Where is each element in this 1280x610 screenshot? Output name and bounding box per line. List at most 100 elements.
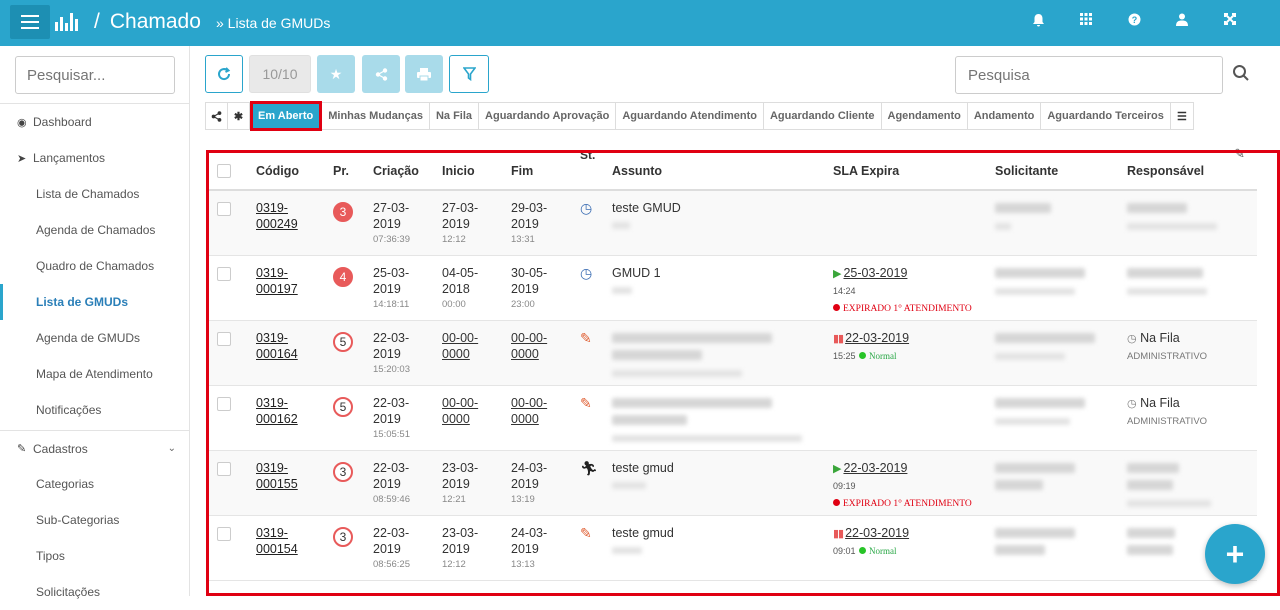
code-line-1[interactable]: 0319- xyxy=(256,460,288,475)
code-cell[interactable]: 0319- 000154 xyxy=(256,515,333,580)
apps-grid-icon[interactable] xyxy=(1062,13,1110,30)
column-header-assunto[interactable]: Assunto xyxy=(612,153,833,191)
sla-date[interactable]: 25-03-2019 xyxy=(843,265,908,280)
sidebar-item-lista-gmuds[interactable]: Lista de GMUDs xyxy=(0,284,190,320)
table-row[interactable]: 0319- 000164 5 22-03- 2019 15:20:03 00-00- 0… xyxy=(209,320,1257,385)
tab-andamento[interactable]: Andamento xyxy=(968,103,1042,129)
select-all-checkbox[interactable] xyxy=(217,163,231,178)
asterisk-icon[interactable]: ✱ xyxy=(228,103,250,129)
row-checkbox[interactable] xyxy=(217,331,231,346)
column-header-codigo[interactable]: Código xyxy=(256,153,333,191)
print-button[interactable] xyxy=(405,55,443,93)
end-cell: 00-00- 0000 xyxy=(511,330,548,361)
list-menu-icon[interactable]: ☰ xyxy=(1176,110,1187,123)
menu-toggle-button[interactable] xyxy=(10,5,50,39)
sla-date[interactable]: 22-03-2019 xyxy=(843,460,908,475)
tab-aguardando-aprovacao[interactable]: Aguardando Aprovação xyxy=(479,103,617,129)
sidebar-item-lancamentos[interactable]: ➤ Lançamentos xyxy=(17,151,106,165)
sla-date[interactable]: 22-03-2019 xyxy=(845,525,910,540)
column-header-inicio[interactable]: Inicio xyxy=(442,153,511,191)
sla-status: EXPIRADO 1° ATENDIMENTO xyxy=(843,498,972,509)
refresh-button[interactable] xyxy=(205,55,243,93)
user-icon[interactable] xyxy=(1158,13,1206,30)
tab-aguardando-cliente[interactable]: Aguardando Cliente xyxy=(764,103,882,129)
code-line-1[interactable]: 0319- xyxy=(256,395,288,410)
row-checkbox[interactable] xyxy=(217,396,231,411)
priority-badge: 5 xyxy=(333,396,353,417)
pause-icon: ▮▮ xyxy=(833,527,844,540)
code-line-1[interactable]: 0319- xyxy=(256,265,288,280)
tab-aguardando-atendimento[interactable]: Aguardando Atendimento xyxy=(616,103,764,129)
tab-em-aberto[interactable]: Em Aberto xyxy=(249,101,323,131)
sidebar-item-solicitacoes[interactable]: Solicitações xyxy=(36,585,101,599)
row-checkbox[interactable] xyxy=(217,461,231,476)
sidebar-item-sub-categorias[interactable]: Sub-Categorias xyxy=(36,513,120,527)
help-icon[interactable]: ? xyxy=(1110,13,1158,30)
sidebar-search-input[interactable] xyxy=(15,56,175,94)
code-line-2[interactable]: 000164 xyxy=(256,346,298,361)
start-cell: 23-03- 2019 12:12 xyxy=(442,525,479,570)
redacted-text xyxy=(1127,223,1217,230)
fullscreen-icon[interactable] xyxy=(1206,13,1254,30)
filter-button[interactable] xyxy=(449,55,489,93)
sidebar-item-dashboard[interactable]: ◉ Dashboard xyxy=(17,115,92,129)
share-tab-icon[interactable] xyxy=(206,103,228,129)
select-all-cell xyxy=(209,153,256,191)
sla-cell xyxy=(833,190,995,255)
sidebar-item-categorias[interactable]: Categorias xyxy=(36,477,95,491)
tab-aguardando-terceiros[interactable]: Aguardando Terceiros xyxy=(1041,103,1171,129)
code-line-2[interactable]: 000155 xyxy=(256,476,298,491)
row-checkbox[interactable] xyxy=(217,526,231,541)
add-gmud-button[interactable]: + xyxy=(1205,524,1265,584)
favorite-button[interactable]: ★ xyxy=(317,55,355,93)
row-select-cell xyxy=(209,190,256,255)
tab-na-fila[interactable]: Na Fila xyxy=(430,103,480,129)
table-row[interactable]: 0319- 000197 4 25-03- 2019 14:18:11 04-05- 2… xyxy=(209,255,1257,320)
table-row[interactable]: 0319- 000155 3 22-03- 2019 08:59:46 23-03- 2… xyxy=(209,450,1257,515)
code-line-2[interactable]: 000154 xyxy=(256,541,298,556)
sidebar-item-notificacoes[interactable]: Notificações xyxy=(36,403,102,417)
share-button[interactable] xyxy=(362,55,400,93)
code-line-1[interactable]: 0319- xyxy=(256,201,288,215)
code-cell[interactable]: 0319- 000197 xyxy=(256,255,333,320)
code-cell[interactable]: 0319- 000162 xyxy=(256,385,333,450)
sidebar-item-cadastros[interactable]: ✎ Cadastros ⌄ xyxy=(0,430,190,466)
sidebar-item-lista-chamados[interactable]: Lista de Chamados xyxy=(36,187,140,201)
priority-badge: 3 xyxy=(333,461,353,482)
search-icon[interactable] xyxy=(1232,64,1250,82)
column-header-fim[interactable]: Fim xyxy=(511,153,580,191)
top-actions: ? xyxy=(1014,13,1254,30)
sla-date[interactable]: 22-03-2019 xyxy=(845,330,910,345)
sidebar-item-agenda-chamados[interactable]: Agenda de Chamados xyxy=(36,223,156,237)
code-cell[interactable]: 0319- 000249 xyxy=(256,190,333,255)
row-checkbox[interactable] xyxy=(217,202,231,216)
edit-status-icon: ✎ xyxy=(580,394,592,411)
code-line-2[interactable]: 000249 xyxy=(256,217,298,231)
assignee-cell xyxy=(1127,515,1257,580)
code-line-1[interactable]: 0319- xyxy=(256,330,288,345)
sidebar-item-tipos[interactable]: Tipos xyxy=(36,549,65,563)
row-checkbox[interactable] xyxy=(217,266,231,281)
status-cell: 🏃︎ xyxy=(580,450,612,515)
sidebar-item-mapa-atendimento[interactable]: Mapa de Atendimento xyxy=(36,367,153,381)
code-line-2[interactable]: 000162 xyxy=(256,411,298,426)
table-row[interactable]: 0319- 000162 5 22-03- 2019 15:05:51 00-00- 0… xyxy=(209,385,1257,450)
column-header-pr[interactable]: Pr. xyxy=(333,153,373,191)
column-header-sla[interactable]: SLA Expira xyxy=(833,153,995,191)
column-header-responsavel[interactable]: Responsável xyxy=(1127,153,1257,191)
tab-minhas-mudancas[interactable]: Minhas Mudanças xyxy=(322,103,430,129)
code-cell[interactable]: 0319- 000164 xyxy=(256,320,333,385)
sidebar-item-quadro-chamados[interactable]: Quadro de Chamados xyxy=(36,259,155,273)
bell-icon[interactable] xyxy=(1014,13,1062,30)
column-header-solicitante[interactable]: Solicitante xyxy=(995,153,1127,191)
code-line-1[interactable]: 0319- xyxy=(256,525,288,540)
redacted-text xyxy=(612,434,802,442)
tab-agendamento[interactable]: Agendamento xyxy=(882,103,968,129)
main-search-input[interactable] xyxy=(955,56,1223,94)
column-header-criacao[interactable]: Criação xyxy=(373,153,442,191)
code-cell[interactable]: 0319- 000155 xyxy=(256,450,333,515)
sidebar-item-agenda-gmuds[interactable]: Agenda de GMUDs xyxy=(36,331,141,345)
table-row[interactable]: 0319- 000154 3 22-03- 2019 08:56:25 23-03- 2… xyxy=(209,515,1257,580)
table-row[interactable]: 0319- 000249 3 27-03- 2019 07:36:39 27-03- 2… xyxy=(209,190,1257,255)
code-line-2[interactable]: 000197 xyxy=(256,281,298,296)
